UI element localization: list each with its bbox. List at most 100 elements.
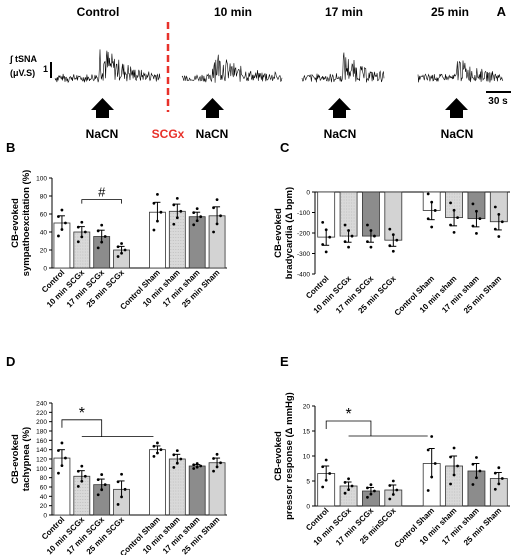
data-point (426, 489, 430, 492)
data-point (493, 487, 497, 491)
data-point (156, 192, 159, 196)
trace-25min (417, 60, 504, 83)
data-point (426, 448, 430, 452)
y-tick-label: 40 (40, 230, 48, 237)
data-point (195, 219, 199, 223)
data-point (60, 228, 64, 231)
data-point (60, 464, 64, 468)
bar-b-5 (168, 210, 186, 269)
data-point (175, 449, 179, 452)
data-point (366, 495, 369, 499)
data-point (100, 488, 104, 492)
data-point (449, 482, 452, 486)
data-point (175, 216, 179, 220)
data-point (347, 229, 350, 232)
data-point (175, 461, 179, 465)
data-point (350, 234, 354, 238)
data-point (430, 475, 434, 479)
data-point (96, 246, 100, 250)
data-point (152, 228, 156, 232)
data-point (343, 491, 347, 495)
trace-17min (301, 52, 385, 83)
data-point (493, 471, 497, 475)
y-tick-label: -100 (297, 210, 310, 217)
data-point (172, 203, 176, 207)
data-point (497, 235, 501, 238)
panel-e-chart: E 0 5 10 15 20 CB-evoked pressor response (Δ mm… (273, 354, 510, 550)
data-point (497, 482, 501, 486)
bar-d-6 (188, 465, 206, 516)
bar-b-6 (188, 216, 206, 269)
data-point (179, 457, 183, 461)
data-point (426, 192, 430, 196)
y-tick-label: 0 (43, 266, 47, 273)
data-point (366, 486, 369, 490)
data-point (449, 455, 452, 459)
data-point (192, 223, 196, 227)
data-point (57, 215, 60, 218)
data-point (195, 207, 199, 211)
y-tick-label: 220 (36, 410, 47, 417)
data-point (96, 493, 100, 497)
data-point (475, 209, 478, 213)
panel-d-chart: D 0 20 40 60 80 100 120 140 160 180 200 220 240 CB-evo… (6, 354, 227, 555)
data-point (433, 209, 437, 212)
data-point (156, 441, 159, 445)
data-point (172, 466, 176, 469)
data-point (369, 245, 373, 249)
bar-c-3 (384, 191, 403, 241)
data-point (430, 225, 434, 229)
data-point (395, 488, 399, 492)
bar-d-5 (168, 458, 186, 516)
data-point (391, 249, 395, 253)
panel-c-label: C (280, 140, 290, 155)
data-point (215, 465, 219, 469)
data-point (116, 480, 120, 484)
data-point (324, 478, 328, 482)
data-point (215, 222, 219, 226)
y-tick-label: 200 (36, 419, 47, 426)
data-point (452, 230, 456, 234)
data-point (57, 471, 60, 475)
data-point (369, 492, 373, 496)
data-point (366, 240, 369, 244)
data-point (475, 456, 478, 459)
significance-bracket (325, 420, 372, 436)
data-point (471, 462, 475, 466)
data-point (343, 240, 347, 244)
data-point (497, 212, 501, 216)
data-point (475, 476, 478, 480)
data-point (152, 201, 156, 205)
data-point (120, 472, 123, 476)
data-point (172, 222, 176, 226)
data-point (57, 234, 60, 238)
data-point (123, 248, 127, 252)
y-tick-label: -400 (297, 272, 310, 279)
data-point (152, 454, 156, 458)
condition-label-25min: 25 min (431, 5, 469, 19)
nacn-label-25min: NaCN (441, 127, 474, 141)
data-point (426, 217, 430, 221)
data-point (388, 497, 392, 501)
data-point (212, 457, 215, 460)
data-point (452, 208, 456, 212)
data-point (456, 216, 459, 220)
data-point (199, 464, 203, 468)
data-point (493, 227, 497, 231)
condition-label-control: Control (77, 5, 120, 19)
y-tick-label: 10 (303, 454, 311, 461)
data-point (430, 435, 434, 438)
y-tick-label: 120 (36, 457, 47, 464)
data-point (212, 206, 215, 210)
data-point (116, 255, 120, 258)
condition-label-10min: 10 min (214, 5, 252, 19)
trace-scale-y-label: 1 (43, 64, 48, 74)
nacn-arrow-10min (201, 98, 224, 118)
data-point (478, 217, 482, 221)
data-point (120, 495, 123, 499)
data-point (80, 464, 84, 468)
data-point (219, 461, 222, 465)
data-point (347, 245, 350, 249)
panel-b-chart: B 0 20 40 60 80 100 CB-evoked sympathoexcitation… (6, 140, 227, 312)
data-point (471, 202, 475, 206)
